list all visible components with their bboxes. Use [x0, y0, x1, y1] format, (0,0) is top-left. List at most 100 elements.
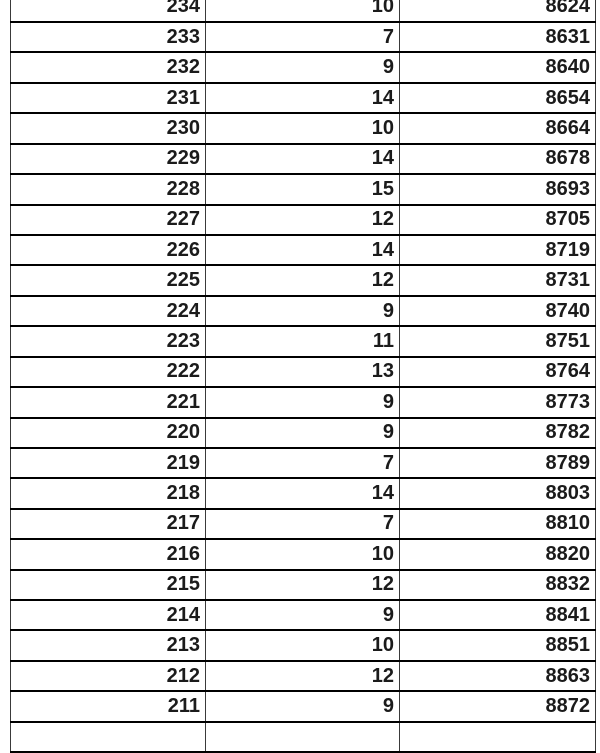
- table-cell[interactable]: 8841: [399, 601, 596, 630]
- table-cell[interactable]: 10: [205, 631, 399, 660]
- table-row: 224 9 8740: [10, 296, 596, 328]
- table-cell[interactable]: 14: [205, 144, 399, 174]
- table-row: 231 14 8654: [10, 83, 596, 115]
- table-cell[interactable]: 234: [10, 0, 205, 22]
- table-row: 221 9 8773: [10, 388, 596, 419]
- table-cell[interactable]: 12: [205, 570, 399, 600]
- table-cell[interactable]: 8773: [399, 388, 596, 417]
- table-cell[interactable]: 231: [10, 83, 205, 113]
- table-cell[interactable]: 233: [10, 23, 205, 52]
- table-cell[interactable]: [205, 722, 399, 752]
- table-cell[interactable]: 9: [205, 601, 399, 630]
- table-cell[interactable]: 220: [10, 418, 205, 447]
- table-cell[interactable]: 214: [10, 601, 205, 630]
- table-cell[interactable]: 221: [10, 388, 205, 417]
- table-cell[interactable]: 8624: [399, 0, 596, 22]
- table-row: 217 7 8810: [10, 509, 596, 541]
- table-cell[interactable]: 229: [10, 144, 205, 174]
- table-cell[interactable]: 12: [205, 205, 399, 234]
- table-cell[interactable]: 225: [10, 266, 205, 295]
- table-cell[interactable]: 230: [10, 114, 205, 143]
- table-cell[interactable]: 8872: [399, 692, 596, 721]
- table-row: 225 12 8731: [10, 266, 596, 297]
- table-cell[interactable]: 9: [205, 296, 399, 326]
- table-row: 218 14 8803: [10, 479, 596, 510]
- table-cell[interactable]: 223: [10, 327, 205, 356]
- table-row: 233 7 8631: [10, 23, 596, 54]
- table-cell[interactable]: 8789: [399, 448, 596, 478]
- table-cell[interactable]: 232: [10, 53, 205, 82]
- table-cell[interactable]: 7: [205, 509, 399, 539]
- table-cell[interactable]: 10: [205, 0, 399, 22]
- table-cell[interactable]: 8631: [399, 23, 596, 52]
- table-row: 219 7 8789: [10, 448, 596, 480]
- table-cell[interactable]: 8863: [399, 661, 596, 691]
- table-cell[interactable]: 8705: [399, 205, 596, 234]
- table-row: 234 10 8624: [10, 0, 596, 24]
- table-cell[interactable]: 8693: [399, 175, 596, 204]
- table-cell[interactable]: 8782: [399, 418, 596, 447]
- table-cell[interactable]: 8820: [399, 540, 596, 569]
- table-cell[interactable]: 218: [10, 479, 205, 508]
- table-row: 232 9 8640: [10, 53, 596, 84]
- table-row: 213 10 8851: [10, 631, 596, 662]
- table-cell[interactable]: 15: [205, 175, 399, 204]
- table-cell[interactable]: 11: [205, 327, 399, 356]
- table-cell[interactable]: 9: [205, 53, 399, 82]
- table-cell[interactable]: 8719: [399, 235, 596, 265]
- table-cell[interactable]: 8832: [399, 570, 596, 600]
- table-cell[interactable]: 217: [10, 509, 205, 539]
- table-cell[interactable]: 8664: [399, 114, 596, 143]
- table-cell[interactable]: 14: [205, 479, 399, 508]
- table-cell[interactable]: 8731: [399, 266, 596, 295]
- table-cell[interactable]: 8678: [399, 144, 596, 174]
- table-row: 215 12 8832: [10, 570, 596, 602]
- table-cell[interactable]: 216: [10, 540, 205, 569]
- table-cell[interactable]: 8640: [399, 53, 596, 82]
- table-cell[interactable]: 12: [205, 266, 399, 295]
- spreadsheet-table: 234 10 8624 233 7 8631 232 9 8640 231 14…: [10, 0, 596, 753]
- table-cell[interactable]: 14: [205, 235, 399, 265]
- table-cell[interactable]: 224: [10, 296, 205, 326]
- table-cell[interactable]: 211: [10, 692, 205, 721]
- table-row: 230 10 8664: [10, 114, 596, 145]
- table-row: [10, 722, 596, 753]
- table-cell[interactable]: 219: [10, 448, 205, 478]
- table-cell[interactable]: 12: [205, 661, 399, 691]
- table-cell[interactable]: 8851: [399, 631, 596, 660]
- table-row: 216 10 8820: [10, 540, 596, 571]
- table-cell[interactable]: 9: [205, 692, 399, 721]
- table-row: 226 14 8719: [10, 235, 596, 267]
- table-cell[interactable]: 10: [205, 540, 399, 569]
- table-row: 228 15 8693: [10, 175, 596, 206]
- table-row: 214 9 8841: [10, 601, 596, 632]
- table-row: 227 12 8705: [10, 205, 596, 236]
- table-cell[interactable]: 226: [10, 235, 205, 265]
- table-row: 222 13 8764: [10, 357, 596, 389]
- table-cell[interactable]: [10, 722, 205, 752]
- table-row: 212 12 8863: [10, 661, 596, 693]
- table-cell[interactable]: 213: [10, 631, 205, 660]
- table-cell[interactable]: 215: [10, 570, 205, 600]
- table-cell[interactable]: 9: [205, 388, 399, 417]
- table-cell[interactable]: 227: [10, 205, 205, 234]
- table-cell[interactable]: 8654: [399, 83, 596, 113]
- table-row: 220 9 8782: [10, 418, 596, 449]
- table-cell[interactable]: 8764: [399, 357, 596, 387]
- table-cell[interactable]: 9: [205, 418, 399, 447]
- table-cell[interactable]: 7: [205, 23, 399, 52]
- table-cell[interactable]: 13: [205, 357, 399, 387]
- table-cell[interactable]: 8751: [399, 327, 596, 356]
- table-cell[interactable]: 228: [10, 175, 205, 204]
- table-cell[interactable]: 7: [205, 448, 399, 478]
- table-cell[interactable]: 8810: [399, 509, 596, 539]
- table-cell[interactable]: 8803: [399, 479, 596, 508]
- table-row: 223 11 8751: [10, 327, 596, 358]
- table-cell[interactable]: [399, 722, 596, 752]
- table-cell[interactable]: 222: [10, 357, 205, 387]
- table-cell[interactable]: 212: [10, 661, 205, 691]
- table-cell[interactable]: 14: [205, 83, 399, 113]
- table-row: 229 14 8678: [10, 144, 596, 176]
- table-cell[interactable]: 8740: [399, 296, 596, 326]
- table-cell[interactable]: 10: [205, 114, 399, 143]
